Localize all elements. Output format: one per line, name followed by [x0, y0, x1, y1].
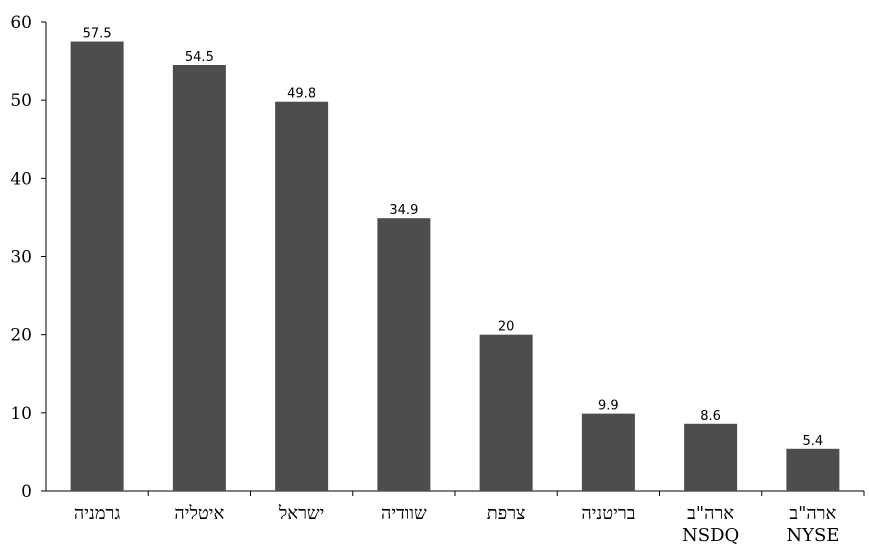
data-label: 54.5	[185, 50, 214, 65]
data-label: 5.4	[803, 434, 824, 449]
y-tick-label: 60	[10, 13, 32, 33]
y-tick-label: 30	[10, 248, 32, 268]
y-axis: 0 10 20 30 40 50 60	[10, 13, 47, 502]
bar	[377, 218, 431, 491]
category-label: שוודיה	[381, 503, 427, 524]
category-label: NSDQ	[682, 525, 739, 546]
bar	[581, 413, 635, 491]
data-labels: 57.5 54.5 49.8 34.9 20 9.9 8.6 5.4	[83, 27, 824, 449]
y-tick-label: 50	[10, 91, 32, 111]
y-tick-label: 20	[10, 326, 32, 346]
bar	[275, 101, 329, 491]
bar	[70, 41, 124, 492]
data-label: 8.6	[700, 409, 721, 424]
y-tick-label: 10	[10, 404, 32, 424]
data-label: 57.5	[83, 27, 112, 42]
bar	[479, 334, 533, 491]
bar	[786, 448, 840, 491]
bar	[684, 423, 738, 491]
data-label: 20	[498, 320, 515, 335]
category-label: איטליה	[174, 503, 224, 524]
category-label: ארה"ב	[789, 503, 836, 524]
category-labels: גרמניה איטליה ישראל שוודיה צרפת בריטניה ארה"בN…	[74, 503, 840, 546]
data-label: 49.8	[287, 87, 316, 102]
data-label: 34.9	[389, 203, 418, 218]
category-label: ישראל	[278, 503, 325, 524]
category-label: בריטניה	[581, 503, 635, 524]
bar	[172, 64, 226, 491]
y-tick-label: 0	[21, 482, 32, 502]
category-label: NYSE	[786, 525, 839, 546]
category-label: צרפת	[487, 503, 526, 524]
data-label: 9.9	[598, 399, 619, 414]
category-label: גרמניה	[74, 503, 120, 524]
category-label: ארה"ב	[687, 503, 734, 524]
x-axis	[41, 490, 865, 496]
y-tick-label: 40	[10, 169, 32, 189]
bars	[70, 41, 840, 492]
